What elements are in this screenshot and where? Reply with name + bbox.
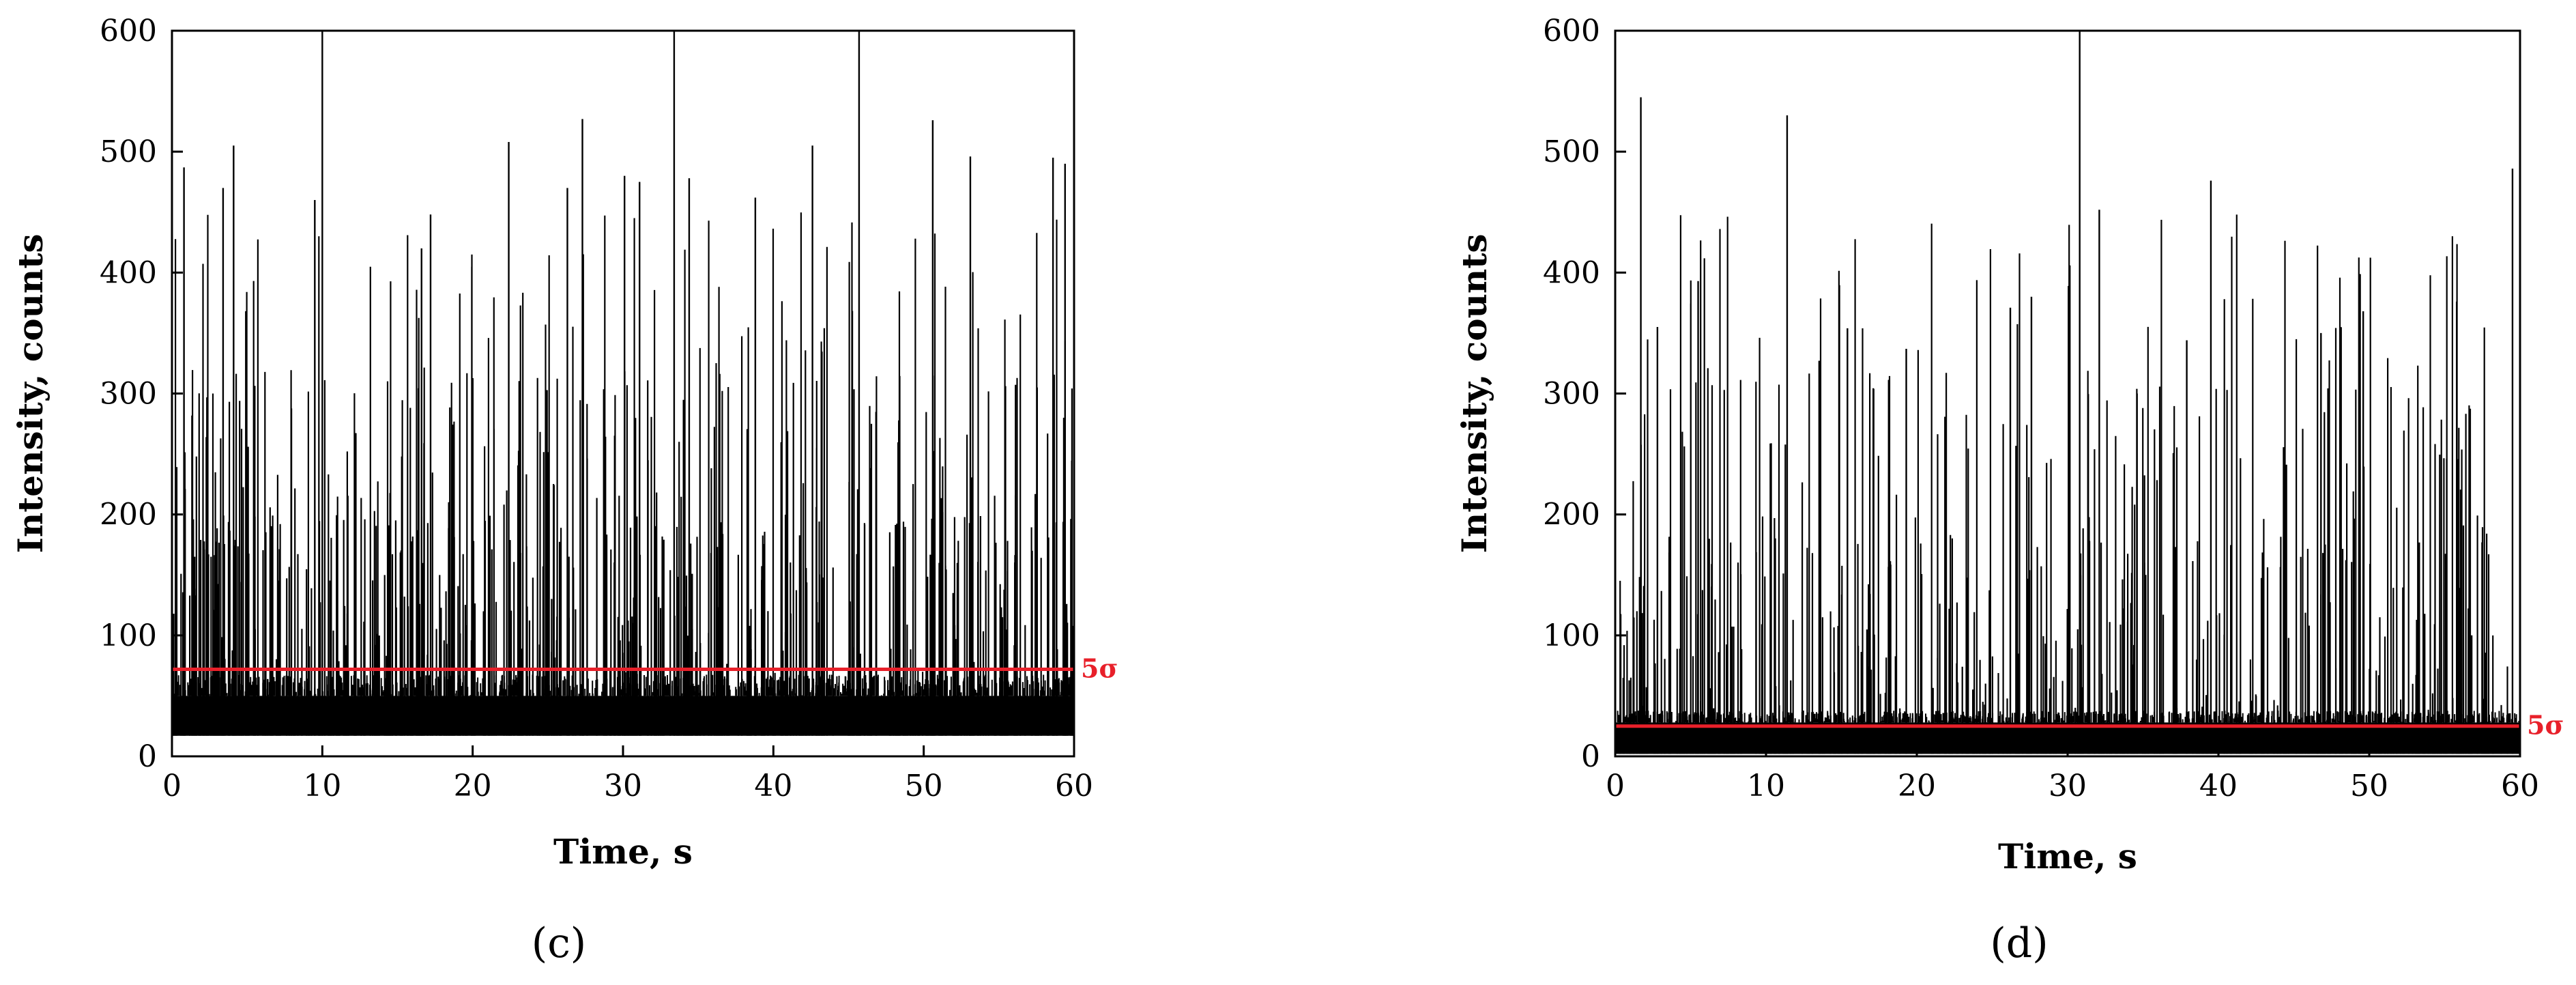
chart-d-signal-trace <box>1619 31 2521 754</box>
chart-d-spike-texture <box>1619 214 2508 754</box>
chart-d-y-tick-label: 300 <box>1543 377 1600 412</box>
chart-d-panel-label: (d) <box>1990 919 2048 967</box>
chart-c-x-tick-label: 30 <box>604 769 642 803</box>
chart-d-x-tick-label: 10 <box>1747 769 1785 803</box>
chart-d-x-tick-label: 0 <box>1606 769 1625 803</box>
chart-c-x-tick-label: 60 <box>1055 769 1093 803</box>
chart-d-x-axis-title: Time, s <box>1998 836 2137 876</box>
chart-d-y-tick-label: 500 <box>1543 134 1600 169</box>
chart-c-y-axis: 0 100 200 300 400 500 600 <box>100 14 183 774</box>
chart-c-baseline-band <box>171 674 1075 736</box>
chart-c-y-tick-label: 400 <box>100 255 157 290</box>
chart-c-panel-label: (c) <box>532 919 586 967</box>
chart-d-x-axis: 0 10 20 30 40 50 60 <box>1606 745 2539 803</box>
chart-d-y-axis-title: Intensity, counts <box>1454 233 1494 553</box>
chart-c-y-axis-title: Intensity, counts <box>10 233 50 553</box>
chart-c-x-axis-title: Time, s <box>553 831 693 872</box>
chart-c-baseline-fill <box>173 696 1073 736</box>
chart-d-y-axis: 0 100 200 300 400 500 600 <box>1543 14 1626 774</box>
chart-d-threshold-label: 5σ <box>2527 710 2564 741</box>
chart-c-x-tick-label: 10 <box>303 769 341 803</box>
chart-c-x-tick-label: 50 <box>905 769 943 803</box>
chart-c-y-tick-label: 100 <box>100 618 157 653</box>
chart-d-x-tick-label: 20 <box>1898 769 1936 803</box>
chart-d-baseline-noise <box>1617 711 2520 723</box>
chart-c-x-tick-label: 0 <box>162 769 182 803</box>
chart-c-x-axis: 0 10 20 30 40 50 60 <box>162 745 1093 803</box>
chart-d-y-tick-label: 400 <box>1543 255 1600 290</box>
chart-c-y-tick-label: 300 <box>100 377 157 412</box>
chart-c-threshold-label: 5σ <box>1081 653 1118 683</box>
chart-c-signal-trace <box>171 31 1075 736</box>
chart-c-y-tick-label: 200 <box>100 498 157 532</box>
chart-d-x-tick-label: 30 <box>2049 769 2087 803</box>
chart-panel-d: 5σ 0 10 20 30 40 50 60 0 100 200 300 400 500 600 Tim… <box>1454 14 2564 967</box>
chart-c-y-tick-label: 500 <box>100 134 157 169</box>
chart-c-baseline-noise <box>171 674 1075 696</box>
chart-panel-c: 5σ 0 10 20 30 40 50 60 0 100 200 300 400 500 600 Tim… <box>10 14 1118 967</box>
chart-c-spike-texture <box>171 212 1075 736</box>
chart-c-x-tick-label: 40 <box>754 769 792 803</box>
chart-d-x-tick-label: 40 <box>2199 769 2238 803</box>
chart-c-y-tick-label: 600 <box>100 14 157 48</box>
chart-c-x-tick-label: 20 <box>454 769 492 803</box>
chart-d-y-tick-label: 0 <box>1581 739 1600 774</box>
chart-c-y-tick-label: 0 <box>138 739 157 774</box>
chart-d-y-tick-label: 200 <box>1543 498 1600 532</box>
chart-d-y-tick-label: 600 <box>1543 14 1600 48</box>
chart-d-x-tick-label: 60 <box>2501 769 2539 803</box>
chart-d-y-tick-label: 100 <box>1543 618 1600 653</box>
chart-d-x-tick-label: 50 <box>2350 769 2388 803</box>
